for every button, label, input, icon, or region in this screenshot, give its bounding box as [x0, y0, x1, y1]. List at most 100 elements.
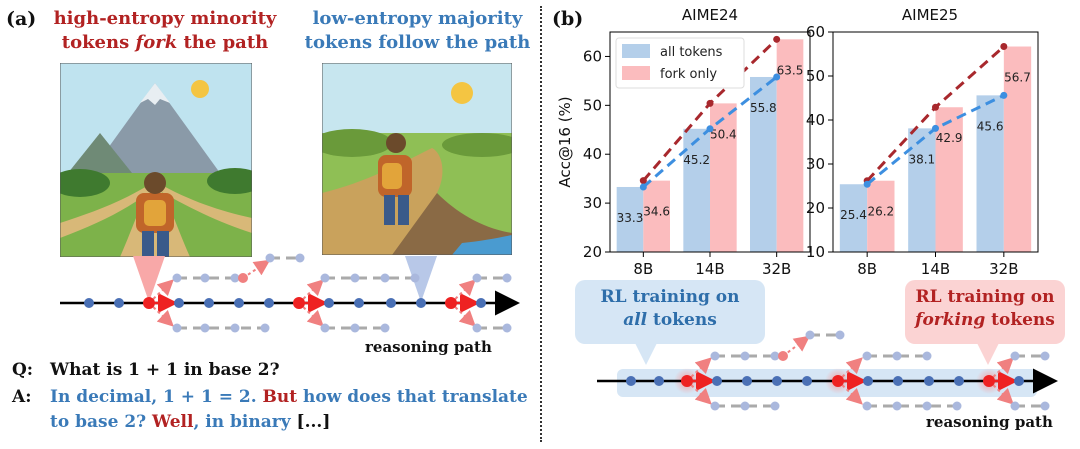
plot-frame — [609, 31, 811, 253]
a-seg7: [...] — [296, 412, 331, 432]
bar-fork-only — [1003, 46, 1032, 252]
fork-title-pre: tokens — [61, 32, 136, 53]
bar-all-tokens — [616, 186, 644, 252]
chart1-title: AIME24 — [681, 6, 739, 24]
y-tick-label: 30 — [806, 155, 825, 173]
panel-divider — [540, 6, 542, 442]
rl-all-line2: all — [623, 310, 648, 330]
reasoning-path-diagram-a — [60, 253, 520, 333]
follow-title: low-entropy majority tokens follow the p… — [295, 7, 540, 55]
data-label: 33.3 — [617, 211, 644, 225]
rl-all-box — [575, 280, 765, 344]
point-all-tokens — [932, 124, 939, 132]
point-all-tokens — [706, 125, 714, 133]
y-tick-label: 40 — [806, 111, 825, 129]
data-label: 26.2 — [867, 205, 894, 219]
mountain-shape — [90, 83, 220, 173]
x-tick-label: 32B — [989, 260, 1018, 278]
data-label: 56.7 — [1004, 71, 1031, 85]
x-tick-label: 8B — [857, 260, 877, 278]
y-tick-label: 10 — [806, 243, 825, 261]
chart-aime24: 20 30 40 50 60 33.3 34.6 8B 45.250.4 14B 55.8 63.5 3… — [556, 31, 811, 278]
sun-shape — [451, 82, 473, 104]
follow-title-line2: tokens follow the path — [304, 32, 531, 53]
legend-swatch-fork-only — [622, 66, 650, 80]
bar-all-tokens — [976, 95, 1004, 252]
plot-frame — [832, 31, 1039, 253]
rl-fork-line3: tokens — [985, 310, 1055, 330]
bar-fork-only — [867, 180, 895, 252]
data-label: 50.4 — [710, 127, 737, 141]
x-tick-label: 32B — [762, 260, 791, 278]
q-text: What is 1 + 1 in base 2? — [50, 360, 280, 380]
fork-title-fork: fork — [135, 32, 178, 53]
a-seg3: how does that translate — [303, 387, 528, 407]
fork-title-post: the path — [177, 32, 269, 53]
question-line: Q: What is 1 + 1 in base 2? — [12, 360, 532, 380]
data-label: 38.1 — [908, 152, 935, 166]
y-tick-label: 20 — [806, 199, 825, 217]
q-prefix: Q: — [12, 360, 34, 380]
point-all-tokens — [863, 180, 871, 188]
rl-fork-line2: forking — [915, 310, 986, 330]
answer-block: A: In decimal, 1 + 1 = 2. But how does th… — [12, 385, 537, 435]
y-tick-label: 20 — [583, 243, 602, 261]
path-label-b: reasoning path — [926, 413, 1053, 431]
data-label: 25.4 — [840, 208, 867, 222]
a-prefix: A: — [12, 387, 32, 407]
a-seg5: Well — [152, 412, 194, 432]
fork-callout — [133, 256, 165, 302]
bar-all-tokens — [683, 128, 710, 252]
data-label: 45.6 — [977, 119, 1004, 133]
bar-fork-only — [710, 103, 737, 252]
a-seg6: , in binary — [193, 412, 291, 432]
legend-label: fork only — [660, 67, 717, 82]
point-fork-only — [932, 103, 939, 111]
point-fork-only — [639, 177, 647, 185]
rl-fork-label: RL training on forking tokens — [905, 286, 1065, 332]
fork-node — [293, 297, 305, 309]
a-seg4: to base 2? — [50, 412, 147, 432]
rl-fork-box — [905, 280, 1065, 344]
a-seg1: In decimal, 1 + 1 = 2. — [50, 387, 257, 407]
fork-title-line1: high-entropy minority — [53, 8, 277, 29]
rl-all-line3: tokens — [647, 310, 717, 330]
fork-node — [143, 297, 155, 309]
bar-fork-only — [935, 107, 963, 253]
legend-label: all tokens — [660, 45, 723, 60]
x-tick-label: 14B — [921, 260, 950, 278]
data-label: 63.5 — [777, 63, 804, 77]
legend-swatch-all-tokens — [622, 44, 650, 58]
fork-node — [445, 297, 457, 309]
chart2-title: AIME25 — [901, 6, 959, 24]
reasoning-path-diagram-b — [575, 280, 1065, 411]
x-tick-label: 14B — [695, 260, 724, 278]
bar-fork-only — [776, 39, 804, 252]
panel-b-label: (b) — [552, 8, 584, 30]
fork-title: high-entropy minority tokens fork the pa… — [40, 7, 290, 55]
point-fork-only — [1000, 43, 1008, 51]
y-tick-label: 60 — [806, 23, 825, 41]
data-label: 34.6 — [643, 205, 670, 219]
bar-all-tokens — [750, 76, 777, 252]
rl-all-label: RL training on all tokens — [575, 286, 765, 332]
point-fork-only — [706, 99, 714, 107]
bar-all-tokens — [839, 184, 868, 252]
rl-fork-line1: RL training on — [915, 287, 1055, 307]
rl-all-line1: RL training on — [600, 287, 740, 307]
data-label: 45.2 — [683, 153, 710, 167]
path-label-a: reasoning path — [365, 338, 492, 356]
chart-aime25: 10 20 30 40 50 60 25.4 26.2 8B 38.142.9 14B 45.6 56.… — [806, 23, 1039, 278]
y-tick-label: 50 — [583, 96, 602, 114]
y-axis-label: Acc@16 (%) — [556, 96, 574, 187]
y-tick-label: 40 — [583, 145, 602, 163]
point-all-tokens — [1000, 91, 1008, 99]
follow-path-illustration — [322, 63, 512, 255]
charts-svg: 20 30 40 50 60 33.3 34.6 8B 45.250.4 14B 55.8 63.5 3… — [556, 23, 1039, 278]
data-label: 55.8 — [750, 101, 777, 115]
bar-all-tokens — [908, 128, 936, 252]
follow-callout — [405, 256, 437, 302]
data-label: 42.9 — [936, 131, 963, 145]
a-seg2: But — [262, 387, 298, 407]
x-tick-label: 8B — [633, 260, 653, 278]
